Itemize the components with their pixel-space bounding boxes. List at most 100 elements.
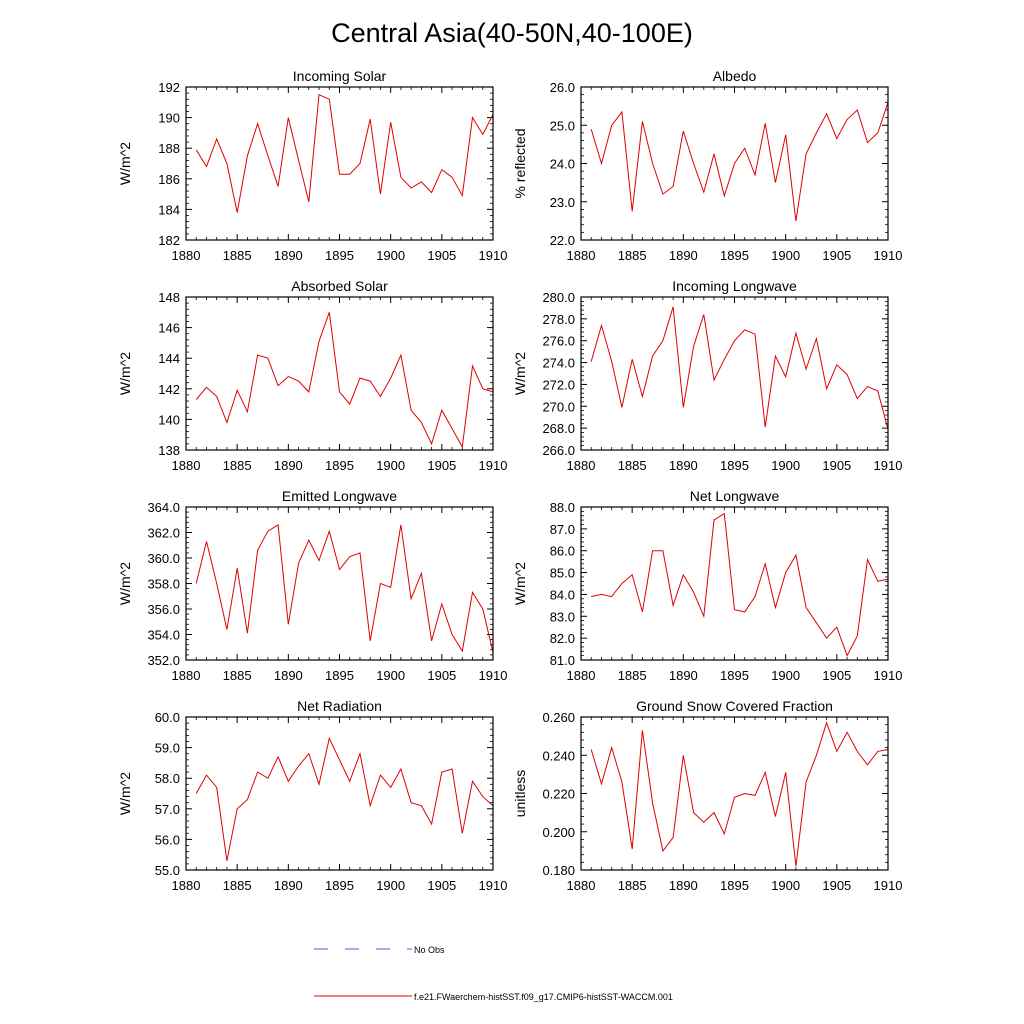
x-tick-label: 1880 [567, 458, 596, 473]
y-tick-label: 82.0 [550, 631, 575, 646]
x-tick-label: 1905 [822, 248, 851, 263]
x-tick-label: 1880 [567, 668, 596, 683]
series-line [195, 523, 494, 653]
x-tick-label: 1880 [567, 878, 596, 893]
y-tick-label: 140 [158, 412, 180, 427]
x-tick-label: 1900 [771, 248, 800, 263]
y-tick-label: 186 [158, 172, 180, 187]
x-tick-label: 1910 [874, 668, 903, 683]
panel-title: Net Radiation [297, 698, 382, 714]
y-tick-label: 184 [158, 202, 180, 217]
y-tick-label: 362.0 [147, 526, 180, 541]
x-tick-label: 1905 [822, 458, 851, 473]
y-tick-label: 0.240 [542, 748, 575, 763]
x-tick-label: 1895 [720, 878, 749, 893]
y-tick-label: 56.0 [155, 832, 180, 847]
y-axis-label: W/m^2 [117, 562, 133, 605]
x-tick-label: 1900 [376, 458, 405, 473]
series-line [590, 102, 889, 221]
series-line [195, 93, 494, 213]
x-tick-label: 1885 [223, 668, 252, 683]
plot-frame [185, 506, 494, 661]
x-tick-label: 1880 [172, 248, 201, 263]
panel-title: Incoming Solar [293, 68, 387, 84]
y-tick-label: 144 [158, 351, 180, 366]
y-tick-label: 58.0 [155, 771, 180, 786]
y-tick-label: 84.0 [550, 587, 575, 602]
plot-frame [580, 296, 889, 451]
series-line [590, 306, 889, 430]
x-tick-label: 1890 [669, 248, 698, 263]
x-tick-label: 1890 [669, 668, 698, 683]
y-tick-label: 24.0 [550, 157, 575, 172]
x-tick-label: 1910 [874, 248, 903, 263]
x-tick-label: 1895 [325, 878, 354, 893]
x-tick-label: 1885 [618, 878, 647, 893]
plot-frame [580, 506, 889, 661]
x-tick-label: 1885 [618, 248, 647, 263]
x-tick-label: 1885 [223, 458, 252, 473]
y-tick-label: 142 [158, 382, 180, 397]
legend: No Obs f.e21.FWaerchem-histSST.f09_g17.CM… [314, 945, 673, 1002]
x-tick-label: 1910 [479, 458, 508, 473]
legend-label: No Obs [414, 945, 445, 955]
x-tick-label: 1895 [720, 248, 749, 263]
y-tick-label: 352.0 [147, 653, 180, 668]
x-tick-label: 1900 [771, 668, 800, 683]
y-axis-label: unitless [512, 770, 528, 817]
legend-label: f.e21.FWaerchem-histSST.f09_g17.CMIP6-hi… [414, 992, 673, 1002]
y-tick-label: 57.0 [155, 802, 180, 817]
x-tick-label: 1890 [274, 458, 303, 473]
y-axis-label: W/m^2 [117, 772, 133, 815]
panel-4: Emitted Longwave W/m^2 1880 1885 1890 1895 190… [117, 488, 507, 683]
y-axis-label: W/m^2 [512, 352, 528, 395]
y-tick-label: 85.0 [550, 566, 575, 581]
panel-title: Net Longwave [690, 488, 780, 504]
y-tick-label: 190 [158, 111, 180, 126]
x-tick-label: 1910 [479, 878, 508, 893]
x-tick-label: 1910 [479, 668, 508, 683]
y-tick-label: 146 [158, 321, 180, 336]
y-tick-label: 60.0 [155, 710, 180, 725]
panel-0: Incoming Solar W/m^2 1880 1885 1890 1895 1900 1… [117, 68, 507, 263]
y-tick-label: 280.0 [542, 290, 575, 305]
plot-frame [185, 716, 494, 871]
panel-1: Albedo % reflected 1880 1885 1890 1895 1900 190… [512, 68, 902, 263]
panel-title: Absorbed Solar [291, 278, 388, 294]
x-tick-label: 1905 [822, 668, 851, 683]
x-tick-label: 1880 [172, 668, 201, 683]
y-tick-label: 26.0 [550, 80, 575, 95]
x-tick-label: 1895 [325, 668, 354, 683]
y-tick-label: 25.0 [550, 118, 575, 133]
panel-7: Ground Snow Covered Fraction unitless 1880… [512, 698, 902, 893]
x-tick-label: 1890 [274, 878, 303, 893]
x-tick-label: 1910 [874, 878, 903, 893]
figure-title: Central Asia(40-50N,40-100E) [331, 18, 693, 48]
x-tick-label: 1880 [567, 248, 596, 263]
y-tick-label: 278.0 [542, 312, 575, 327]
y-tick-label: 0.220 [542, 787, 575, 802]
y-tick-label: 360.0 [147, 551, 180, 566]
y-tick-label: 192 [158, 80, 180, 95]
plot-frame [580, 716, 889, 871]
y-tick-label: 81.0 [550, 653, 575, 668]
x-tick-label: 1885 [618, 458, 647, 473]
y-tick-label: 0.200 [542, 825, 575, 840]
x-tick-label: 1905 [822, 878, 851, 893]
y-tick-label: 358.0 [147, 577, 180, 592]
y-tick-label: 272.0 [542, 377, 575, 392]
y-tick-label: 364.0 [147, 500, 180, 515]
y-tick-label: 268.0 [542, 421, 575, 436]
panel-title: Albedo [713, 68, 757, 84]
x-tick-label: 1910 [874, 458, 903, 473]
legend-item: No Obs [314, 945, 445, 955]
x-tick-label: 1895 [720, 668, 749, 683]
panel-title: Emitted Longwave [282, 488, 397, 504]
x-tick-label: 1890 [669, 458, 698, 473]
x-tick-label: 1880 [172, 458, 201, 473]
y-tick-label: 138 [158, 443, 180, 458]
y-axis-label: % reflected [512, 128, 528, 198]
y-tick-label: 354.0 [147, 628, 180, 643]
y-tick-label: 188 [158, 141, 180, 156]
